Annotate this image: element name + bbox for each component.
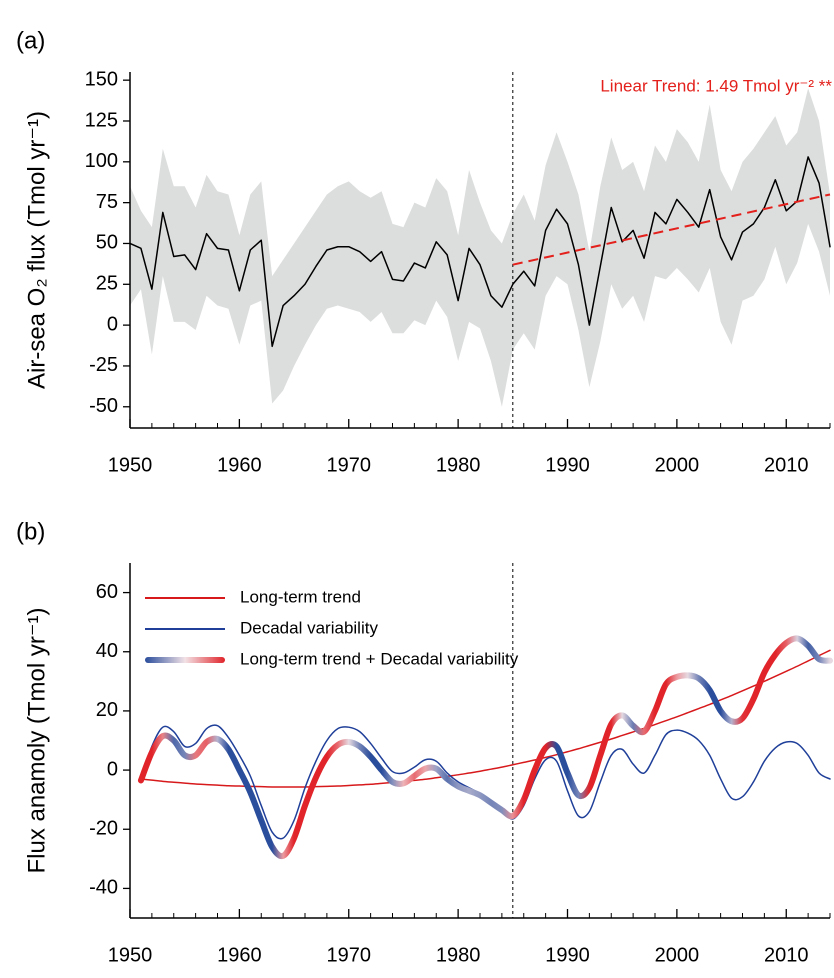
x-tick-label: 1970 [327,944,372,966]
x-tick-label: 1960 [217,454,262,476]
x-tick-label: 2010 [764,944,809,966]
uncertainty-band [130,88,830,407]
x-tick-label: 1980 [436,944,481,966]
x-tick-label: 1990 [545,944,590,966]
y-tick-label: 20 [96,699,118,721]
y-tick-label: 75 [96,191,118,213]
y-tick-label: 150 [85,68,118,90]
trend-line [512,193,831,266]
series-line [129,156,831,348]
x-tick-label: 1970 [327,454,372,476]
y-tick-label: -25 [89,354,118,376]
legend-label: Long-term trend + Decadal variability [240,649,519,668]
x-tick-label: 1950 [108,454,153,476]
x-tick-label: 1980 [436,454,481,476]
x-tick-label: 2010 [764,454,809,476]
series-line [137,635,833,860]
x-tick-label: 1960 [217,944,262,966]
legend-label: Decadal variability [240,618,378,637]
y-tick-label: -40 [89,877,118,899]
y-tick-label: 0 [107,313,118,335]
y-tick-label: -20 [89,818,118,840]
y-axis-label: Air-sea O₂ flux (Tmol yr⁻¹) [23,111,50,389]
annotation: Linear Trend: 1.49 Tmol yr⁻² ** [600,76,832,95]
panel-label: (b) [16,518,45,545]
x-tick-label: 2000 [655,454,700,476]
y-tick-label: -50 [89,395,118,417]
y-tick-label: 60 [96,581,118,603]
panel-label: (a) [16,27,45,54]
legend-swatch [145,657,225,663]
x-tick-label: 1950 [108,944,153,966]
x-tick-label: 1990 [545,454,590,476]
y-tick-label: 25 [96,273,118,295]
y-tick-label: 40 [96,640,118,662]
y-tick-label: 125 [85,109,118,131]
y-tick-label: 0 [107,758,118,780]
y-axis-label: Flux anamoly (Tmol yr⁻¹) [23,607,50,873]
x-tick-label: 2000 [655,944,700,966]
y-tick-label: 50 [96,232,118,254]
legend-label: Long-term trend [240,587,361,606]
y-tick-label: 100 [85,150,118,172]
